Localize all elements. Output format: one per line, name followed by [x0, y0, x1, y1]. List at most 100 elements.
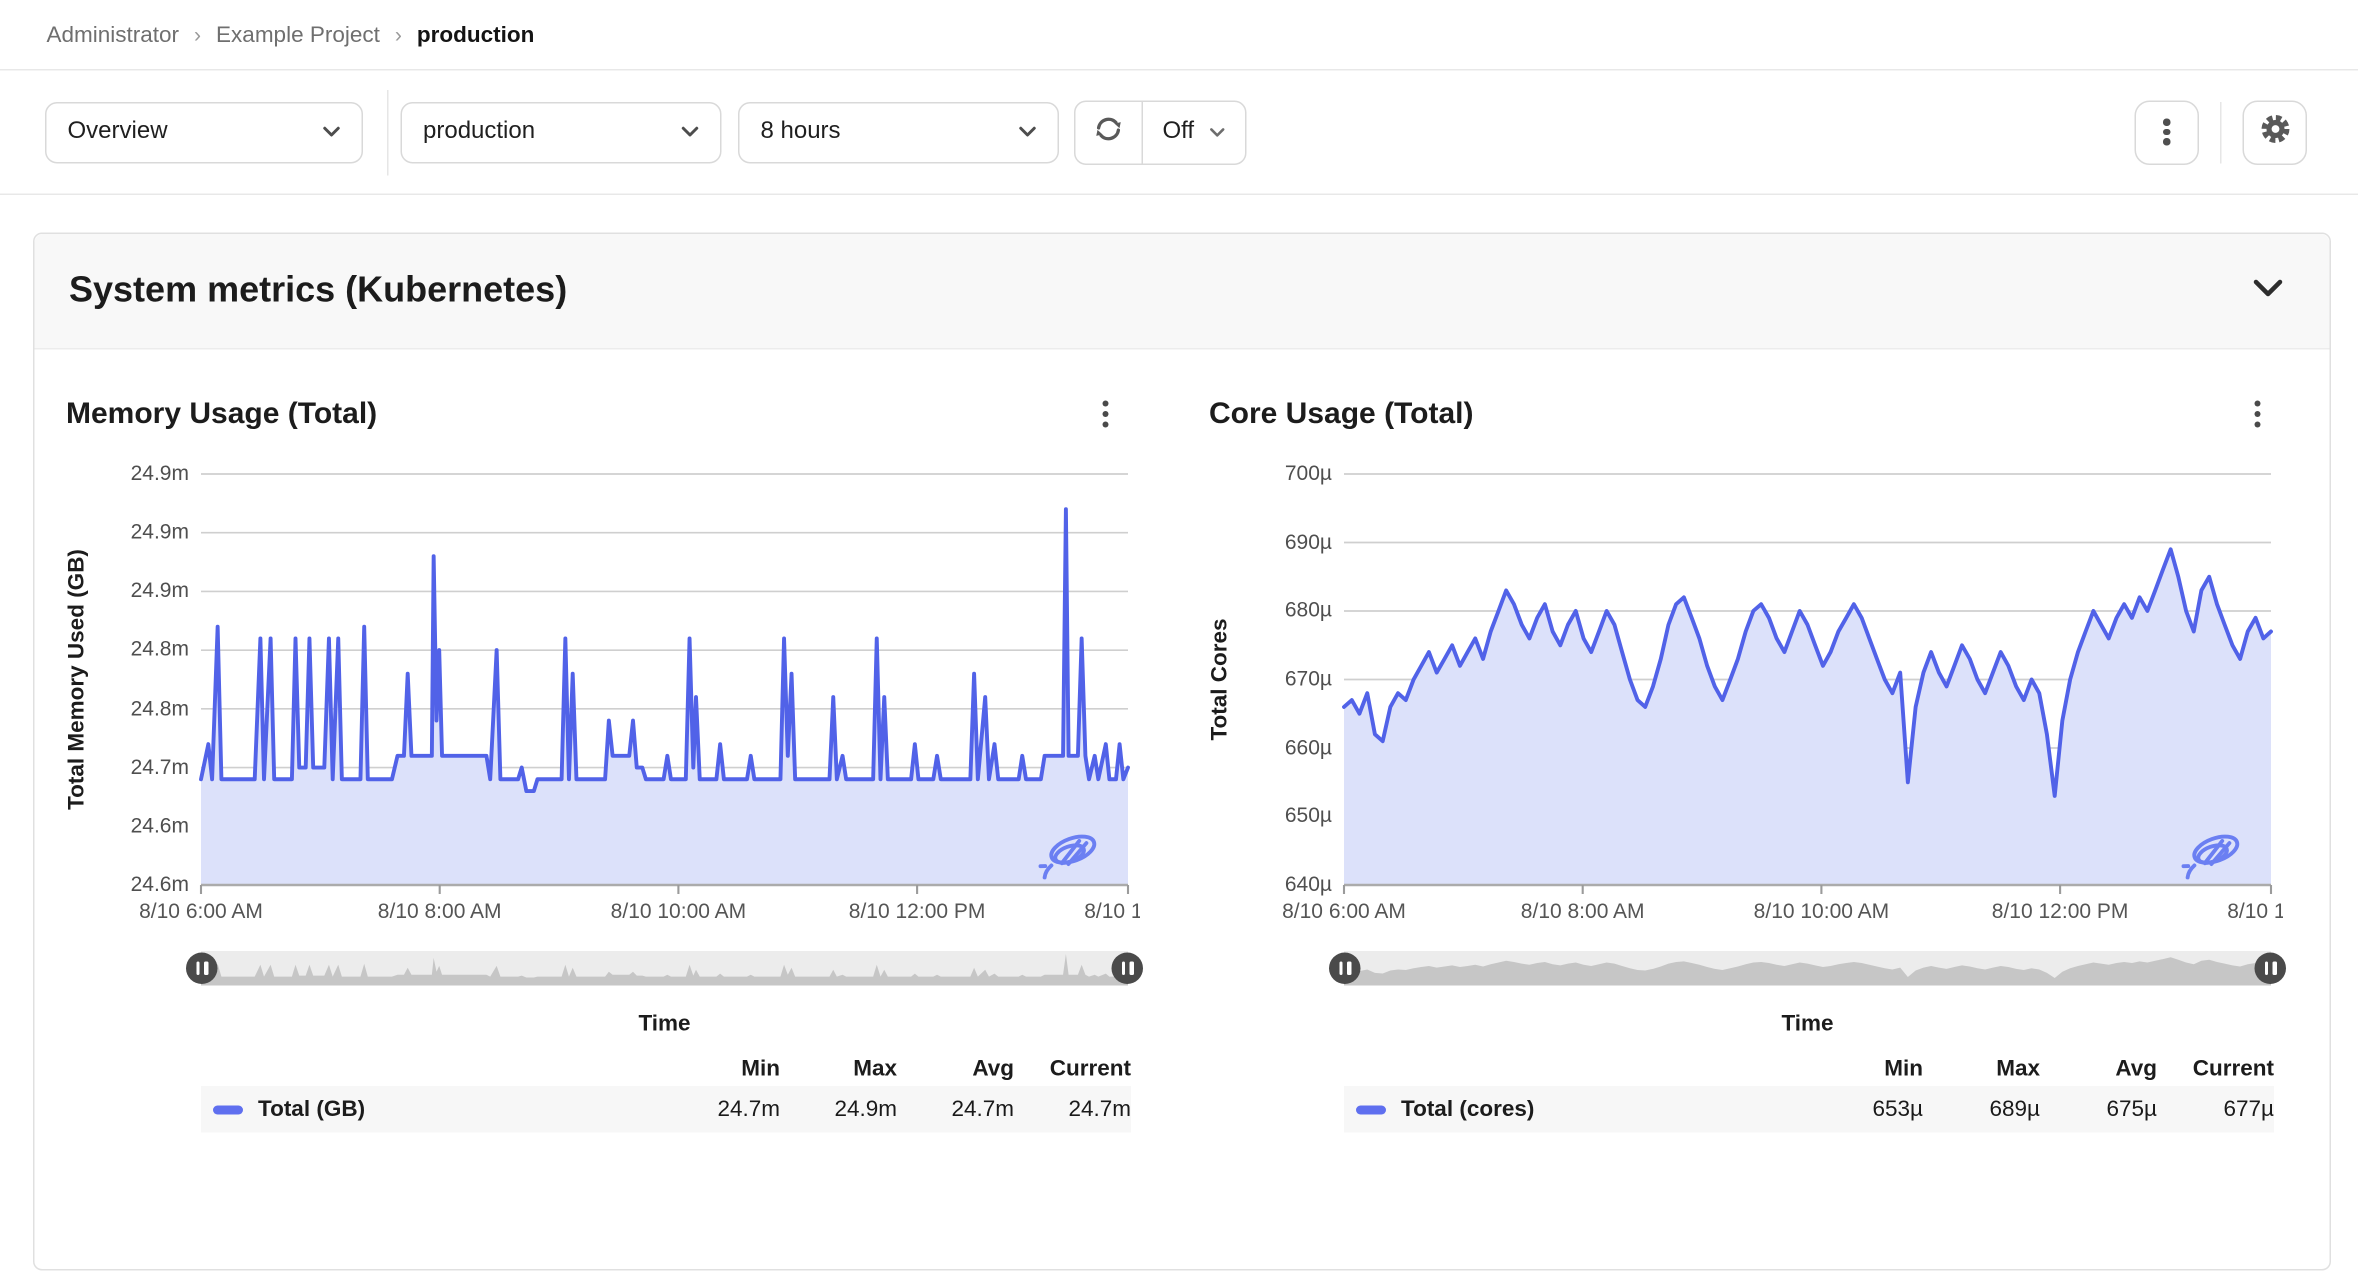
core-usage-chart-panel: Core Usage (Total) Total Cores 700µ 690µ 6…: [1178, 350, 2330, 1160]
section-title: System metrics (Kubernetes): [69, 270, 568, 311]
breadcrumb: Administrator › Example Project › produc…: [0, 0, 2358, 71]
stat-avg: 24.7m: [951, 1096, 1014, 1123]
stat-max: 689µ: [1989, 1096, 2040, 1123]
chart-title: Core Usage (Total): [1209, 396, 1474, 430]
refresh-icon: [1092, 112, 1125, 153]
chevron-down-icon: [1019, 126, 1037, 138]
breadcrumb-separator-icon: ›: [194, 22, 202, 47]
x-axis-title: Time: [1781, 1011, 1834, 1037]
y-axis-tick-label: 24.6m: [130, 812, 189, 837]
y-axis-tick-label: 24.9m: [130, 460, 189, 485]
legend-row[interactable]: Total (cores) 653µ 689µ 675µ 677µ: [1344, 1086, 2274, 1133]
memory-usage-chart-panel: Memory Usage (Total) Total Memory Used (…: [35, 350, 1178, 1160]
legend-header-max: Max: [1996, 1055, 2040, 1081]
series-swatch: [213, 1104, 243, 1114]
y-axis-tick-label: 680µ: [1284, 597, 1332, 622]
chart-menu-button[interactable]: [2246, 394, 2270, 434]
y-axis-ticks: 700µ 690µ 680µ 670µ 660µ 650µ 640µ: [1182, 440, 1332, 896]
breadcrumb-separator-icon: ›: [394, 22, 402, 47]
x-axis-tick-label: 8/10 12:00 PM: [848, 898, 986, 923]
collapse-chevron-icon[interactable]: [2252, 277, 2285, 306]
series-name: Total (GB): [258, 1096, 366, 1123]
breadcrumb-item-production: production: [416, 21, 535, 48]
system-metrics-card: System metrics (Kubernetes) Memory Usage…: [33, 232, 2331, 1271]
stat-min: 24.7m: [717, 1096, 780, 1123]
project-select-value: production: [423, 118, 536, 145]
refresh-button[interactable]: [1076, 101, 1143, 163]
stat-min: 653µ: [1872, 1096, 1923, 1123]
y-axis-tick-label: 24.8m: [130, 695, 189, 720]
watermark-rocket-icon: [2181, 834, 2240, 880]
time-range-brush[interactable]: [1329, 951, 2286, 986]
legend-header-max: Max: [853, 1055, 897, 1081]
x-axis-tick-label: 8/10 6:00 AM: [1282, 898, 1406, 923]
brush-handle-right[interactable]: [1111, 952, 1143, 984]
stat-current: 24.7m: [1068, 1096, 1131, 1123]
y-axis-tick-label: 700µ: [1284, 460, 1332, 485]
breadcrumb-item-administrator[interactable]: Administrator: [46, 21, 180, 48]
brush-handle-left[interactable]: [186, 952, 218, 984]
refresh-interval-select[interactable]: Off: [1143, 101, 1245, 163]
brush-handle-right[interactable]: [2254, 952, 2286, 984]
chevron-down-icon: [323, 126, 341, 138]
charts-row: Memory Usage (Total) Total Memory Used (…: [35, 350, 2330, 1160]
kebab-icon: [2163, 115, 2171, 148]
y-axis-ticks: 24.9m 24.9m 24.9m 24.8m 24.8m 24.7m 24.6m 24.6m: [39, 440, 189, 896]
view-select[interactable]: Overview: [45, 101, 363, 163]
memory-usage-plot[interactable]: [199, 473, 1131, 903]
y-axis-tick-label: 24.9m: [130, 577, 189, 602]
x-axis-tick-label: 8/10 10:00 AM: [1753, 898, 1890, 923]
refresh-interval-value: Off: [1162, 118, 1195, 145]
chart-legend: Min Max Avg Current Total (GB) 24.7m 24.…: [201, 1050, 1131, 1133]
stat-max: 24.9m: [834, 1096, 897, 1123]
toolbar-divider: [387, 89, 389, 175]
y-axis-tick-label: 670µ: [1284, 666, 1332, 690]
stat-current: 677µ: [2223, 1096, 2274, 1123]
core-usage-plot[interactable]: [1342, 473, 2274, 903]
series-swatch: [1356, 1104, 1386, 1114]
y-axis-tick-label: 650µ: [1284, 802, 1332, 827]
y-axis-tick-label: 24.8m: [130, 636, 189, 661]
toolbar-divider: [2220, 101, 2222, 163]
view-select-value: Overview: [67, 118, 168, 145]
more-options-button[interactable]: [2134, 99, 2199, 165]
x-axis-tick-label: 8/10 8:00 AM: [377, 898, 502, 923]
y-axis-tick-label: 24.6m: [130, 871, 189, 896]
x-axis-tick-label: 8/10 10:00 AM: [610, 898, 747, 923]
x-axis-tick-label: 8/10 12:00 PM: [1991, 898, 2129, 923]
toolbar: Overview production 8 hours: [0, 71, 2358, 195]
breadcrumb-item-example-project[interactable]: Example Project: [216, 21, 380, 48]
x-axis-ticks: 8/10 6:00 AM 8/10 8:00 AM 8/10 10:00 AM 8/1…: [35, 894, 1140, 927]
x-axis-tick-label: 8/10 1:46: [1084, 898, 1140, 923]
x-axis-tick-label: 8/10 8:00 AM: [1520, 898, 1645, 923]
brush-handle-left[interactable]: [1329, 952, 1361, 984]
watermark-rocket-icon: [1038, 834, 1097, 880]
legend-header-avg: Avg: [972, 1055, 1014, 1081]
time-range-brush[interactable]: [186, 951, 1143, 986]
y-axis-tick-label: 24.7m: [130, 754, 189, 779]
legend-header-avg: Avg: [2115, 1055, 2157, 1081]
settings-button[interactable]: [2242, 99, 2307, 165]
y-axis-tick-label: 24.9m: [130, 519, 189, 544]
series-name: Total (cores): [1401, 1096, 1535, 1123]
x-axis-tick-label: 8/10 6:00 AM: [139, 898, 263, 923]
time-range-value: 8 hours: [760, 118, 841, 145]
chart-menu-button[interactable]: [1094, 394, 1118, 434]
brush-minichart: [1344, 957, 2271, 986]
y-axis-tick-label: 660µ: [1284, 734, 1332, 759]
brush-minichart: [201, 954, 1128, 986]
auto-refresh-control: Off: [1074, 99, 1247, 165]
project-select[interactable]: production: [400, 101, 722, 163]
legend-header-min: Min: [741, 1055, 780, 1081]
y-axis-tick-label: 690µ: [1284, 528, 1332, 553]
chart-legend: Min Max Avg Current Total (cores) 653µ 6…: [1344, 1050, 2274, 1133]
x-axis-tick-label: 8/10 1:46: [2227, 898, 2283, 923]
legend-row[interactable]: Total (GB) 24.7m 24.9m 24.7m 24.7m: [201, 1086, 1131, 1133]
legend-header-current: Current: [1049, 1055, 1131, 1081]
x-axis-title: Time: [638, 1011, 691, 1037]
y-axis-tick-label: 640µ: [1284, 871, 1332, 896]
section-header[interactable]: System metrics (Kubernetes): [34, 234, 2330, 350]
legend-header-current: Current: [2192, 1055, 2274, 1081]
time-range-select[interactable]: 8 hours: [738, 101, 1059, 163]
